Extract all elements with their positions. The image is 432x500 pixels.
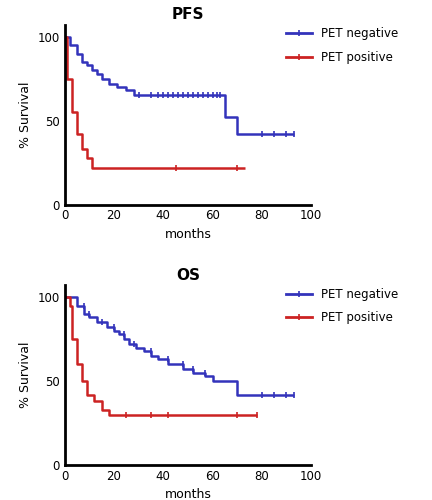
Legend: PET negative, PET positive: PET negative, PET positive: [286, 28, 399, 64]
X-axis label: months: months: [165, 488, 211, 500]
Y-axis label: % Survival: % Survival: [19, 82, 32, 148]
X-axis label: months: months: [165, 228, 211, 241]
Legend: PET negative, PET positive: PET negative, PET positive: [286, 288, 399, 325]
Title: PFS: PFS: [172, 8, 204, 22]
Title: OS: OS: [176, 268, 200, 283]
Y-axis label: % Survival: % Survival: [19, 342, 32, 408]
